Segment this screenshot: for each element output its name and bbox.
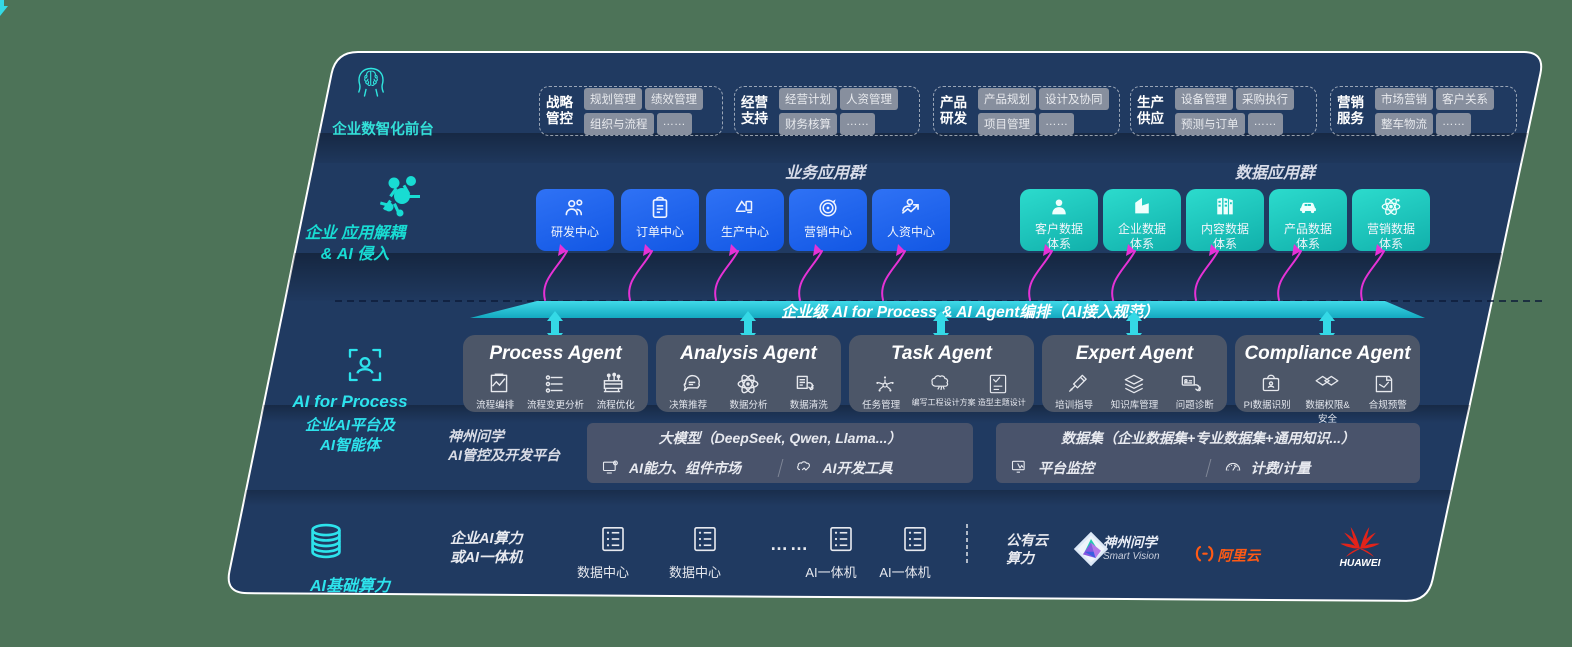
svg-text:HUAWEI: HUAWEI [1340,558,1382,569]
svg-text:阿里云: 阿里云 [1218,548,1262,564]
